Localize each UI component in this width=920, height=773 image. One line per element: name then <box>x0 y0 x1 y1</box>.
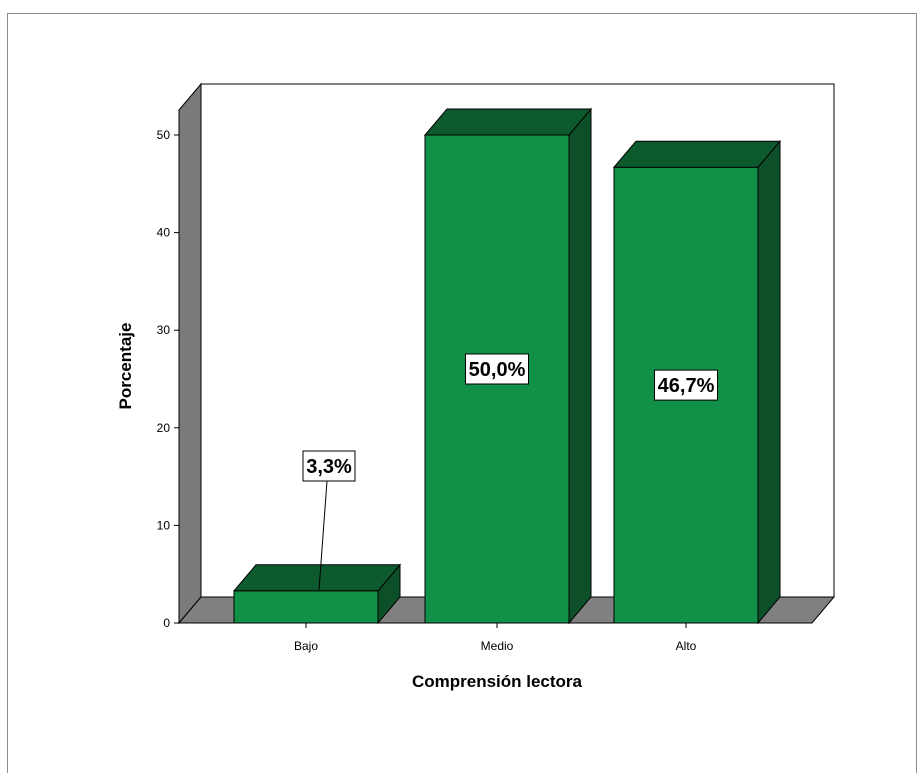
chart-left-wall <box>178 82 202 625</box>
y-tick-label: 30 <box>157 323 171 337</box>
bar-top-bajo <box>232 564 402 592</box>
x-axis-title: Comprensión lectora <box>412 672 583 691</box>
bar-bajo <box>233 590 379 624</box>
x-tick-label: Medio <box>481 639 514 653</box>
bar-side-alto <box>757 139 781 625</box>
data-label: 50,0% <box>469 359 526 381</box>
data-label: 3,3% <box>306 456 352 478</box>
bar-side-medio <box>568 107 592 625</box>
data-label-box <box>654 369 718 401</box>
data-label: 46,7% <box>658 375 715 397</box>
x-tick-label: Alto <box>676 639 697 653</box>
y-tick-label: 50 <box>157 128 171 142</box>
bar-top-alto <box>612 140 782 168</box>
x-tick-label: Bajo <box>294 639 318 653</box>
data-label-box <box>465 353 529 385</box>
data-label-leader <box>318 480 328 591</box>
data-label-box <box>302 450 356 482</box>
y-tick-label: 40 <box>157 226 171 240</box>
y-axis-title: Porcentaje <box>116 323 135 410</box>
y-tick-label: 0 <box>163 616 170 630</box>
y-tick-label: 10 <box>157 518 171 532</box>
bar-top-medio <box>423 108 593 136</box>
y-tick-label: 20 <box>157 421 171 435</box>
